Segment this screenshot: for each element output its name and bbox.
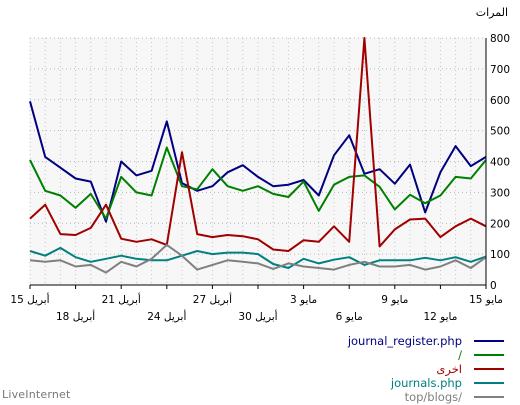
legend-label: journal_register.php	[347, 334, 462, 348]
brand-label: LiveInternet	[2, 388, 71, 401]
y-tick-label: 400	[490, 157, 510, 169]
x-tick-label: 3 مايو	[290, 294, 317, 306]
y-tick-label: 100	[490, 249, 510, 261]
legend-swatch	[474, 396, 504, 398]
legend-swatch	[474, 368, 504, 370]
y-tick-label: 600	[490, 95, 510, 107]
legend-item: journals.php	[230, 376, 510, 390]
y-tick-label: 0	[490, 280, 497, 292]
series-line	[29, 243, 487, 274]
x-tick-label: 9 مايو	[381, 294, 408, 306]
y-tick-label: 200	[490, 218, 510, 230]
legend-item: top/blogs/	[230, 390, 510, 404]
grid	[29, 37, 487, 286]
x-tick-label: 24 أبريل	[147, 309, 186, 323]
x-tick-label: 27 أبريل	[193, 292, 232, 306]
y-tick-label: 800	[490, 33, 510, 45]
legend-swatch	[474, 382, 504, 384]
y-axis-title: المرات	[475, 6, 508, 19]
legend-item: journal_register.php	[230, 334, 510, 348]
series-line	[29, 246, 487, 269]
x-tick-label: 15 مايو	[469, 294, 503, 306]
series-line	[29, 146, 487, 220]
legend-label: top/blogs/	[404, 390, 462, 404]
legend-swatch	[474, 340, 504, 342]
series-line	[29, 37, 487, 252]
x-tick-label: 6 مايو	[336, 311, 363, 323]
axes: 0 100 200 300 400 500 600 700 800 15 مايو 9 مايو 3 …	[10, 33, 510, 323]
legend-item: /	[230, 348, 510, 362]
x-tick-label: 18 أبريل	[56, 309, 95, 323]
series-layer	[29, 37, 487, 274]
legend-label: اخرى	[436, 362, 462, 376]
series-line	[29, 101, 487, 223]
x-tick-label: 21 أبريل	[102, 292, 141, 306]
y-tick-label: 500	[490, 126, 510, 138]
x-tick-label: 15 أبريل	[10, 292, 49, 306]
y-tick-label: 700	[490, 64, 510, 76]
x-tick-label: 12 مايو	[423, 311, 457, 323]
legend-label: /	[458, 348, 462, 362]
legend-label: journals.php	[390, 376, 462, 390]
legend-item: اخرى	[230, 362, 510, 376]
x-tick-label: 30 أبريل	[238, 309, 277, 323]
y-tick-label: 300	[490, 187, 510, 199]
legend: journal_register.php / اخرى journals.php top…	[230, 334, 510, 404]
legend-swatch	[474, 354, 504, 356]
